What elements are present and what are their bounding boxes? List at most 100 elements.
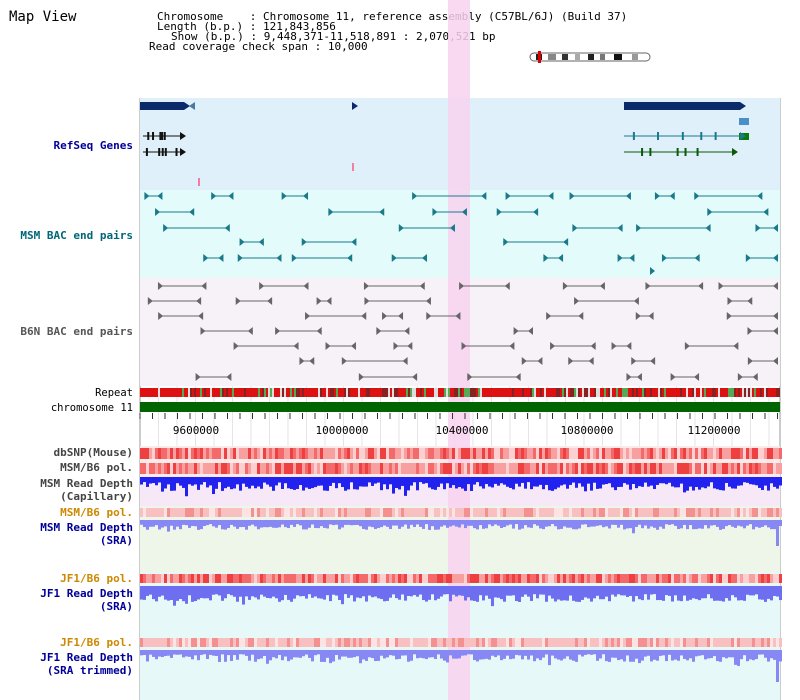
heatmap-cell — [647, 448, 650, 459]
depth-bar — [779, 520, 782, 527]
repeat-segment — [300, 388, 302, 397]
heatmap-cell — [662, 463, 665, 474]
depth-bar — [530, 477, 533, 490]
heatmap-cell — [419, 448, 422, 459]
repeat-segment — [234, 388, 236, 397]
repeat-segment — [462, 388, 464, 397]
depth-bar — [698, 586, 701, 601]
heatmap-cell — [308, 463, 311, 474]
heatmap-cell — [467, 448, 470, 459]
depth-bar — [527, 477, 530, 483]
depth-bar — [341, 477, 344, 488]
repeat-segment — [510, 388, 512, 397]
repeat-segment — [686, 388, 688, 397]
depth-bar — [365, 586, 368, 602]
heatmap-cell — [404, 638, 407, 647]
repeat-segment — [636, 388, 638, 397]
heatmap-cell — [449, 448, 452, 459]
depth-bar — [485, 650, 488, 659]
heatmap-cell — [665, 638, 668, 647]
heatmap-cell — [491, 508, 494, 517]
heatmap-cell — [347, 638, 350, 647]
depth-bar — [359, 650, 362, 664]
depth-bar — [548, 586, 551, 596]
depth-bar — [296, 477, 299, 489]
depth-bar — [263, 520, 266, 528]
depth-bar — [299, 586, 302, 597]
depth-bar — [245, 520, 248, 530]
heatmap-cell — [650, 508, 653, 517]
depth-bar — [170, 477, 173, 491]
heatmap-cell — [233, 448, 236, 459]
gene-exon — [164, 148, 167, 156]
depth-bar — [314, 477, 317, 488]
heatmap-cell — [497, 638, 500, 647]
repeat-segment — [734, 388, 736, 397]
heatmap-cell — [734, 463, 737, 474]
bac-end-marker — [533, 208, 539, 216]
repeat-segment — [494, 388, 496, 397]
bac-end-marker — [590, 342, 596, 350]
chromosome-ideogram[interactable] — [529, 51, 651, 63]
depth-bar — [419, 586, 422, 595]
depth-bar — [257, 586, 260, 600]
heatmap-cell — [524, 574, 527, 583]
depth-bar — [200, 477, 203, 485]
repeat-segment — [326, 388, 328, 397]
repeat-segment — [224, 388, 226, 397]
heatmap-cell — [602, 448, 605, 459]
depth-bar — [641, 586, 644, 601]
depth-bar — [305, 477, 308, 488]
repeat-segment — [416, 388, 418, 397]
heatmap-cell — [680, 463, 683, 474]
repeat-segment — [418, 388, 420, 397]
heatmap-cell — [758, 638, 761, 647]
heatmap-cell — [560, 638, 563, 647]
depth-bar — [152, 650, 155, 657]
heatmap-cell — [707, 574, 710, 583]
depth-bar — [740, 520, 743, 527]
heatmap-cell — [707, 638, 710, 647]
heatmap-cell — [281, 463, 284, 474]
depth-bar — [386, 586, 389, 601]
repeat-segment — [502, 388, 504, 397]
heatmap-cell — [506, 638, 509, 647]
depth-bar — [743, 586, 746, 601]
repeat-segment — [264, 388, 266, 397]
repeat-segment — [396, 388, 398, 397]
repeat-segment — [568, 388, 570, 397]
depth-bar — [737, 650, 740, 666]
depth-bar — [659, 477, 662, 484]
depth-bar — [539, 520, 542, 529]
bac-end-marker — [189, 208, 195, 216]
depth-bar — [482, 520, 485, 529]
depth-bar — [563, 650, 566, 659]
heatmap-cell — [278, 463, 281, 474]
repeat-segment — [252, 388, 254, 397]
heatmap-cell — [623, 574, 626, 583]
depth-bar — [674, 650, 677, 660]
heatmap-cell — [515, 574, 518, 583]
depth-bar — [254, 477, 257, 489]
depth-bar — [758, 520, 761, 528]
depth-bar — [686, 520, 689, 530]
depth-bar — [314, 586, 317, 597]
heatmap-cell — [353, 574, 356, 583]
heatmap-cell — [221, 638, 224, 647]
bac-end-marker — [461, 342, 467, 350]
depth-bar — [161, 477, 164, 492]
gene-exon — [681, 132, 684, 140]
repeat-segment — [668, 388, 670, 397]
heatmap-cell — [596, 574, 599, 583]
depth-bar — [197, 650, 200, 661]
heatmap-cell — [383, 638, 386, 647]
ideogram-band — [575, 54, 580, 60]
depth-bar — [344, 520, 347, 525]
depth-bar — [260, 650, 263, 659]
depth-bar — [587, 650, 590, 655]
repeat-segment — [752, 388, 754, 397]
depth-bar — [686, 650, 689, 661]
heatmap-cell — [254, 463, 257, 474]
repeat-segment — [572, 388, 574, 397]
